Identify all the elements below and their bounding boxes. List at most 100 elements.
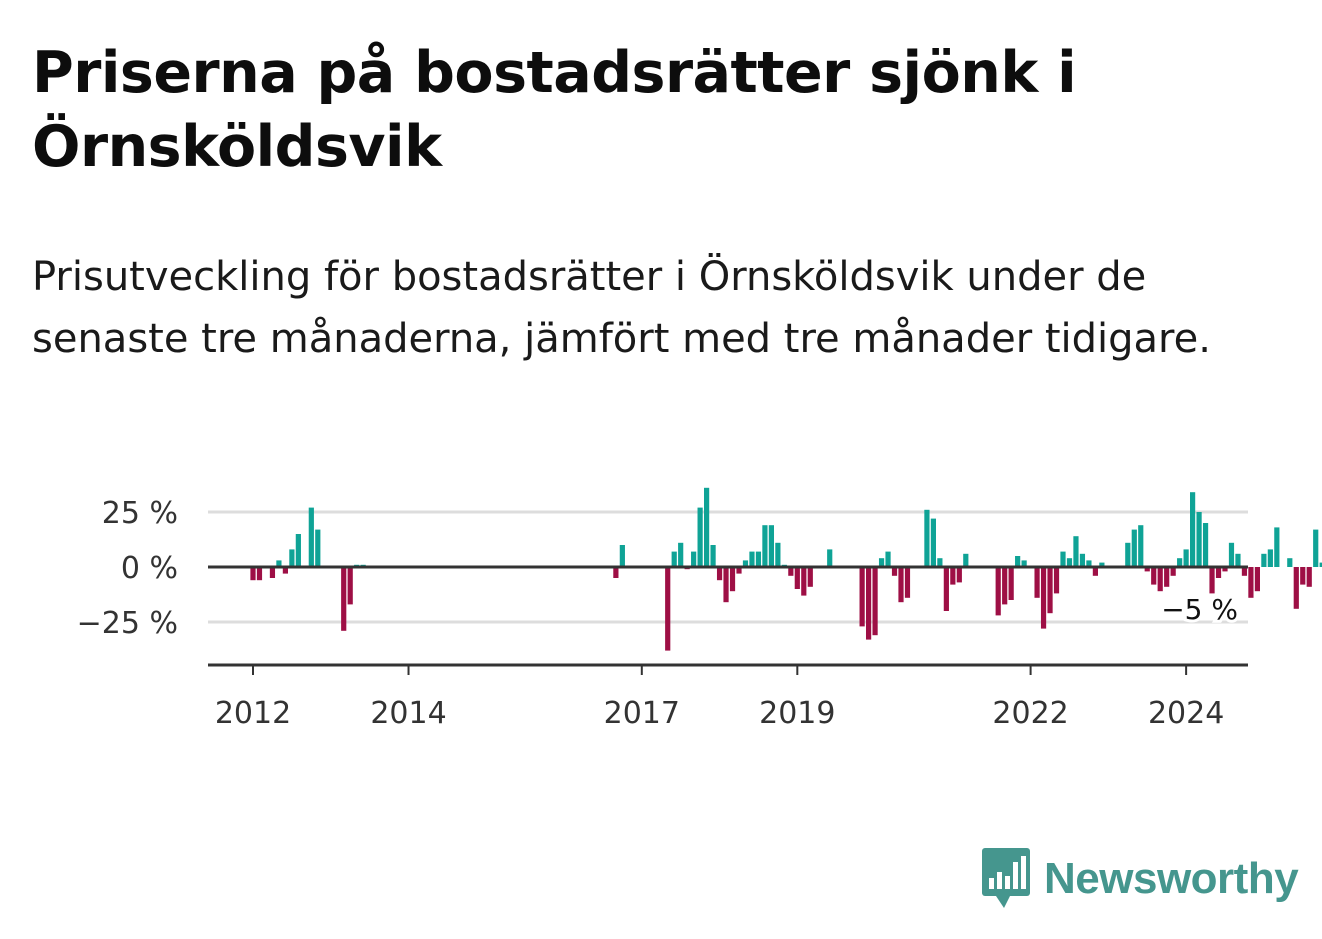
bar: [269, 567, 276, 578]
bar: [716, 567, 723, 581]
x-tick-label: 2012: [215, 696, 291, 731]
bar: [1235, 553, 1241, 567]
bar: [1047, 567, 1053, 614]
bar: [749, 551, 755, 567]
bar: [282, 567, 288, 574]
bar: [788, 567, 794, 576]
bar: [1306, 567, 1312, 587]
bar: [1241, 567, 1248, 576]
gridlines: [208, 510, 1248, 624]
bar-chart: 2012 2014 2017 2019 2022 2024 25 % 0 % −25 % −5…: [77, 487, 1322, 731]
bar: [691, 551, 697, 567]
bar: [1293, 567, 1299, 609]
bar: [308, 507, 314, 567]
bar: [1086, 560, 1092, 567]
bars: [250, 487, 1322, 651]
bar: [1040, 567, 1047, 629]
bar: [768, 525, 774, 567]
bar: [671, 551, 677, 567]
bar: [1202, 523, 1209, 567]
bar: [1274, 527, 1280, 567]
bar: [891, 567, 898, 576]
y-tick-label: −25 %: [77, 606, 178, 641]
chart-title: Priserna på bostadsrätter sjönk i Örnskö…: [32, 40, 1077, 180]
bar: [898, 567, 904, 603]
bar: [937, 558, 943, 567]
bar: [866, 567, 872, 640]
bar: [1190, 492, 1196, 567]
bar: [295, 534, 301, 567]
bar: [827, 549, 833, 567]
bar: [1261, 553, 1267, 567]
newsworthy-bar-chart-icon: [982, 848, 1030, 908]
bar: [742, 560, 749, 567]
bar: [762, 525, 768, 567]
x-tick-label: 2017: [604, 696, 680, 731]
bar: [1319, 562, 1322, 567]
bar: [1196, 512, 1202, 567]
bar: [1034, 567, 1040, 598]
bar: [859, 567, 865, 627]
bar: [256, 567, 263, 581]
bar: [930, 518, 936, 567]
bar: [1015, 556, 1021, 567]
bar: [729, 567, 736, 592]
bar: [1177, 558, 1183, 567]
bar: [1144, 567, 1150, 572]
bar: [1073, 536, 1079, 567]
bar: [1060, 551, 1066, 567]
brand-logo: Newsworthy: [982, 848, 1299, 910]
bar: [1267, 549, 1273, 567]
bar: [943, 567, 949, 611]
bar: [1228, 542, 1235, 567]
bar: [1092, 567, 1098, 576]
bar: [665, 567, 671, 651]
bar: [315, 529, 321, 567]
bar: [878, 558, 885, 567]
bar: [1053, 567, 1060, 594]
bar: [250, 567, 256, 581]
bar: [1170, 567, 1176, 576]
bar: [1002, 567, 1008, 605]
bar: [1008, 567, 1014, 600]
bar: [1151, 567, 1157, 585]
bar: [1254, 567, 1260, 592]
x-tick-label: 2024: [1148, 696, 1224, 731]
x-tick-label: 2022: [992, 696, 1068, 731]
y-axis-labels: 25 % 0 % −25 %: [77, 496, 178, 641]
bar: [1021, 560, 1027, 567]
bar: [1125, 542, 1131, 567]
bar: [1300, 567, 1306, 585]
y-tick-label: 0 %: [121, 551, 178, 586]
bar: [697, 507, 703, 567]
bar: [755, 551, 762, 567]
bar: [1222, 567, 1228, 572]
brand-name: Newsworthy: [1044, 854, 1299, 903]
x-axis: 2012 2014 2017 2019 2022 2024: [208, 663, 1248, 731]
end-value-label: −5 %: [1158, 590, 1241, 629]
bar: [872, 567, 878, 636]
bar: [1079, 553, 1086, 567]
bar: [1209, 567, 1215, 594]
bar: [963, 553, 969, 567]
bar: [736, 567, 742, 574]
bar: [924, 509, 930, 567]
bar: [1248, 567, 1254, 598]
bar: [807, 567, 813, 587]
bar: [1183, 549, 1189, 567]
x-tick-label: 2019: [759, 696, 835, 731]
bar: [723, 567, 729, 603]
bar: [801, 567, 807, 596]
last-value-label: −5 %: [1161, 593, 1238, 626]
bar: [613, 567, 619, 578]
x-tick-label: 2014: [370, 696, 446, 731]
bar: [950, 567, 956, 585]
bar: [995, 567, 1001, 616]
bar: [1138, 525, 1144, 567]
bar: [704, 487, 710, 567]
bar: [1131, 529, 1137, 567]
bar: [775, 542, 781, 567]
bar: [289, 549, 295, 567]
bar: [1066, 558, 1073, 567]
bar: [1287, 558, 1293, 567]
